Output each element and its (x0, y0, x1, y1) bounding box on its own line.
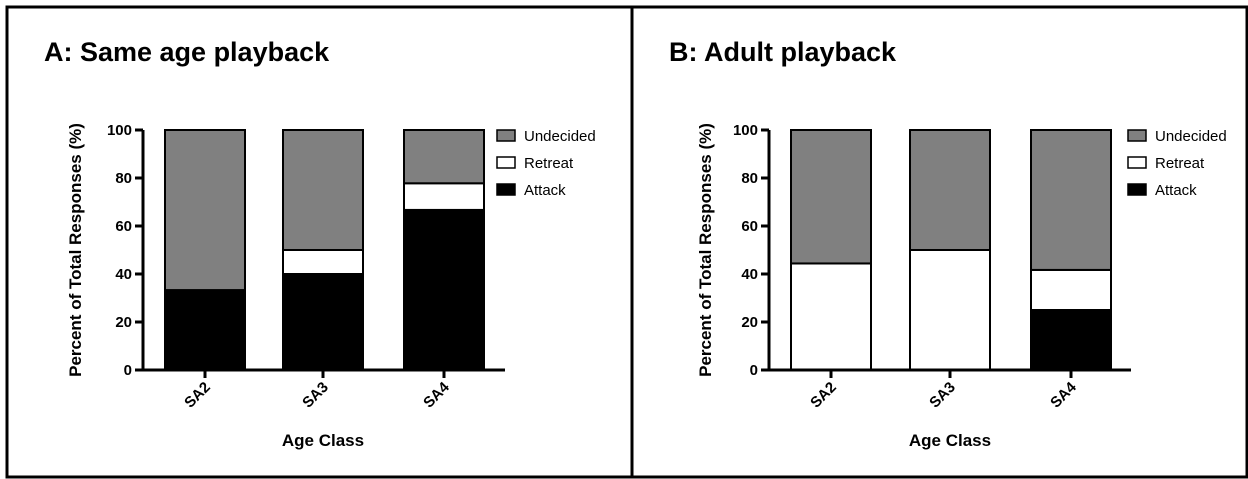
bar-sa4-retreat (1031, 270, 1111, 310)
y-axis-title: Percent of Total Responses (%) (66, 123, 85, 377)
bar-sa2-undecided (791, 130, 871, 263)
y-tick-label: 80 (741, 170, 758, 187)
y-tick-label: 40 (741, 266, 758, 283)
legend-swatch-retreat (1128, 157, 1146, 168)
x-axis-title: Age Class (909, 431, 991, 450)
bar-sa2-attack (165, 290, 245, 370)
bar-sa2-undecided (165, 130, 245, 290)
legend-label-retreat: Retreat (524, 155, 574, 172)
y-tick-label: 100 (107, 122, 132, 139)
legend-label-attack: Attack (524, 182, 566, 199)
y-tick-label: 0 (124, 362, 132, 379)
legend-swatch-retreat (497, 157, 515, 168)
bar-sa4-undecided (404, 130, 484, 183)
y-axis-title: Percent of Total Responses (%) (696, 123, 715, 377)
bar-sa4-attack (404, 210, 484, 370)
legend-label-retreat: Retreat (1155, 155, 1205, 172)
y-tick-label: 0 (750, 362, 758, 379)
legend-swatch-undecided (1128, 130, 1146, 141)
legend-label-attack: Attack (1155, 182, 1197, 199)
y-tick-label: 20 (741, 314, 758, 331)
bar-sa3-retreat (910, 250, 990, 370)
x-axis-title: Age Class (282, 431, 364, 450)
bar-sa4-attack (1031, 310, 1111, 370)
legend-swatch-attack (1128, 184, 1146, 195)
chart-title: B: Adult playback (669, 37, 897, 67)
bar-sa3-attack (283, 274, 363, 370)
y-tick-label: 80 (115, 170, 132, 187)
y-tick-label: 40 (115, 266, 132, 283)
y-tick-label: 100 (733, 122, 758, 139)
bar-sa4-retreat (404, 183, 484, 210)
y-tick-label: 60 (115, 218, 132, 235)
legend-swatch-undecided (497, 130, 515, 141)
y-tick-label: 20 (115, 314, 132, 331)
legend-label-undecided: Undecided (524, 128, 596, 145)
y-tick-label: 60 (741, 218, 758, 235)
legend-label-undecided: Undecided (1155, 128, 1227, 145)
legend-swatch-attack (497, 184, 515, 195)
bar-sa3-undecided (283, 130, 363, 250)
bar-sa2-retreat (791, 263, 871, 370)
bar-sa4-undecided (1031, 130, 1111, 270)
bar-sa3-retreat (283, 250, 363, 274)
bar-sa3-undecided (910, 130, 990, 250)
chart-title: A: Same age playback (44, 37, 330, 67)
